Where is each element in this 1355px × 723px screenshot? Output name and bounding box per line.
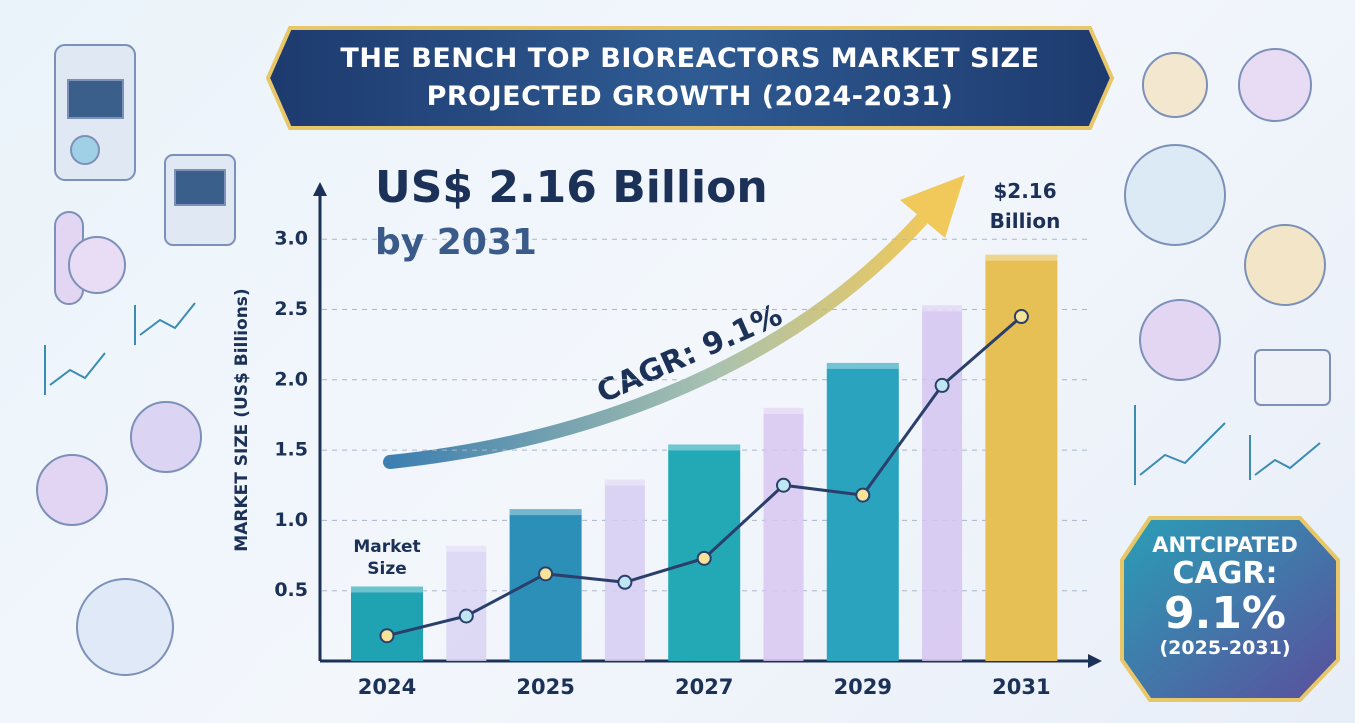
line-marker xyxy=(776,477,791,493)
chart-title: THE BENCH TOP BIOREACTORS MARKET SIZE PR… xyxy=(340,43,1040,112)
bar-top xyxy=(922,305,963,312)
bar-top xyxy=(763,407,804,414)
y-tick-label: 2.5 xyxy=(274,298,308,320)
bar xyxy=(509,509,582,661)
badge-line: 9.1% xyxy=(1163,588,1287,640)
headline-sub: by 2031 xyxy=(375,222,537,263)
bar-top xyxy=(985,254,1058,261)
bar xyxy=(446,545,487,661)
line-marker xyxy=(934,377,950,393)
y-tick-label: 1.5 xyxy=(274,439,308,461)
x-tick-label: 2027 xyxy=(675,675,733,699)
cagr-arrowhead xyxy=(900,175,965,238)
bar-top xyxy=(446,545,487,552)
x-tick-label: 2031 xyxy=(992,675,1050,699)
y-tick-label: 3.0 xyxy=(274,228,308,250)
y-tick-label: 1.0 xyxy=(274,509,308,531)
line-marker xyxy=(696,550,712,566)
bar xyxy=(826,362,899,661)
headline: US$ 2.16 Billion xyxy=(375,162,768,213)
line-marker xyxy=(538,566,554,582)
y-axis-label: MARKET SIZE (US$ Billions) xyxy=(232,288,252,551)
badge-line: (2025-2031) xyxy=(1159,637,1291,660)
title-banner xyxy=(265,26,1115,130)
x-tick-label: 2029 xyxy=(834,675,892,699)
x-tick-label: 2025 xyxy=(516,675,574,699)
bar xyxy=(763,407,804,661)
cagr-arrow xyxy=(383,203,937,469)
line-marker xyxy=(458,608,474,624)
badge: ANTCIPATED CAGR: 9.1% (2025-2031) xyxy=(1140,530,1310,659)
y-axis-arrow xyxy=(313,182,327,196)
bar-top xyxy=(604,479,645,486)
badge-line: CAGR: xyxy=(1172,556,1278,592)
line-marker xyxy=(379,628,395,644)
bar xyxy=(604,479,645,661)
y-tick-label: 2.0 xyxy=(274,368,308,390)
bar-top xyxy=(826,362,899,369)
bar xyxy=(351,586,423,661)
badge-line: ANTCIPATED xyxy=(1152,533,1298,557)
x-axis-arrow xyxy=(1088,654,1102,668)
line-marker xyxy=(855,487,871,503)
y-tick-label: 0.5 xyxy=(274,579,308,601)
bar-top xyxy=(351,586,423,593)
decor xyxy=(36,44,1331,676)
bar-top xyxy=(509,509,582,516)
bar-label: $2.16 Billion xyxy=(989,179,1061,233)
bar xyxy=(922,305,963,661)
market-label: Market Size xyxy=(353,537,421,579)
line-marker xyxy=(1013,309,1029,325)
x-tick-label: 2024 xyxy=(358,675,416,699)
line-marker xyxy=(617,574,633,590)
badge-bg xyxy=(1120,516,1340,702)
bar-top xyxy=(668,444,741,451)
